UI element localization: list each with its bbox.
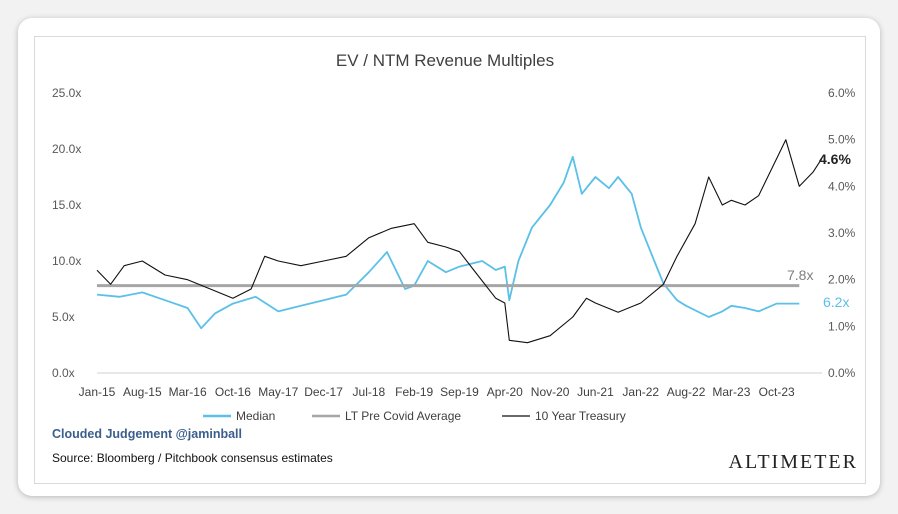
median-end-label: 6.2x bbox=[823, 294, 849, 310]
y-right-tick-label: 6.0% bbox=[828, 86, 856, 100]
credit-text: Clouded Judgement @jaminball bbox=[52, 427, 242, 441]
x-tick-label: Jan-15 bbox=[79, 385, 116, 399]
y-right-tick-label: 2.0% bbox=[828, 273, 856, 287]
x-tick-label: Jan-22 bbox=[622, 385, 659, 399]
x-tick-label: May-17 bbox=[258, 385, 298, 399]
chart-frame bbox=[34, 36, 866, 484]
x-tick-label: Mar-23 bbox=[712, 385, 750, 399]
chart-title: EV / NTM Revenue Multiples bbox=[336, 51, 554, 70]
y-right-tick-label: 4.0% bbox=[828, 179, 856, 193]
x-tick-label: Dec-17 bbox=[304, 385, 343, 399]
legend-label: Median bbox=[236, 409, 275, 423]
y-left-tick-label: 10.0x bbox=[52, 254, 81, 268]
y-left-tick-label: 25.0x bbox=[52, 86, 81, 100]
treasury-end-label: 4.6% bbox=[819, 151, 851, 167]
average-end-label: 7.8x bbox=[787, 267, 813, 283]
x-tick-label: Aug-15 bbox=[123, 385, 162, 399]
y-left-tick-label: 15.0x bbox=[52, 198, 81, 212]
x-tick-label: Aug-22 bbox=[667, 385, 706, 399]
x-tick-label: Jul-18 bbox=[353, 385, 386, 399]
y-left-tick-label: 20.0x bbox=[52, 142, 81, 156]
y-right-tick-label: 1.0% bbox=[828, 319, 856, 333]
y-left-tick-label: 0.0x bbox=[52, 366, 75, 380]
source-text: Source: Bloomberg / Pitchbook consensus … bbox=[52, 451, 333, 465]
y-right-tick-label: 0.0% bbox=[828, 366, 856, 380]
x-tick-label: Mar-16 bbox=[169, 385, 207, 399]
y-right-tick-label: 5.0% bbox=[828, 133, 856, 147]
x-tick-label: Sep-19 bbox=[440, 385, 479, 399]
legend-label: LT Pre Covid Average bbox=[345, 409, 461, 423]
legend-label: 10 Year Treasury bbox=[535, 409, 626, 423]
x-tick-label: Apr-20 bbox=[487, 385, 523, 399]
x-tick-label: Oct-23 bbox=[759, 385, 795, 399]
y-left-tick-label: 5.0x bbox=[52, 310, 75, 324]
x-tick-label: Jun-21 bbox=[577, 385, 614, 399]
y-right-tick-label: 3.0% bbox=[828, 226, 856, 240]
altimeter-logo: ALTIMETER bbox=[728, 451, 858, 473]
10-year-treasury-series-line bbox=[96, 139, 823, 344]
x-tick-label: Oct-16 bbox=[215, 385, 251, 399]
median-series-line bbox=[96, 155, 800, 330]
x-tick-label: Feb-19 bbox=[395, 385, 433, 399]
x-tick-label: Nov-20 bbox=[531, 385, 570, 399]
